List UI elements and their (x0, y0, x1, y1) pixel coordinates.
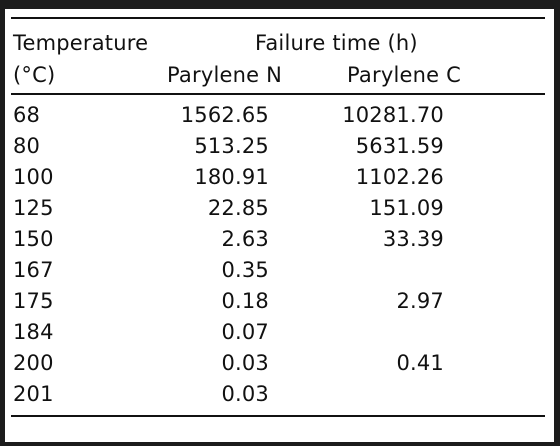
cell-parylene-c: 1102.26 (356, 167, 444, 188)
bottom-rule (11, 415, 545, 417)
cell-parylene-c: 5631.59 (356, 136, 444, 157)
cell-parylene-c: 151.09 (369, 198, 444, 219)
cell-temperature: 100 (13, 167, 54, 188)
cell-parylene-n: 0.03 (221, 353, 269, 374)
header-failure-time: Failure time (h) (255, 33, 418, 54)
cell-temperature: 167 (13, 260, 54, 281)
cell-parylene-c: 2.97 (396, 291, 444, 312)
table-row: 184 0.07 (5, 322, 554, 352)
cell-parylene-n: 0.18 (221, 291, 269, 312)
cell-parylene-c: 33.39 (383, 229, 444, 250)
table-row: 175 0.18 2.97 (5, 291, 554, 321)
cell-temperature: 201 (13, 384, 54, 405)
cell-parylene-n: 0.03 (221, 384, 269, 405)
table-row: 80 513.25 5631.59 (5, 136, 554, 166)
cell-parylene-n: 180.91 (194, 167, 269, 188)
header-rule (11, 93, 545, 95)
table-row: 201 0.03 (5, 384, 554, 414)
header-unit: (°C) (13, 65, 55, 86)
cell-parylene-n: 513.25 (194, 136, 269, 157)
cell-parylene-n: 0.07 (221, 322, 269, 343)
cell-parylene-c: 10281.70 (342, 105, 444, 126)
header-parylene-n: Parylene N (167, 65, 282, 86)
table-row: 200 0.03 0.41 (5, 353, 554, 383)
table-sheet: Temperature (°C) Failure time (h) Paryle… (5, 9, 554, 442)
table-row: 100 180.91 1102.26 (5, 167, 554, 197)
table-row: 125 22.85 151.09 (5, 198, 554, 228)
cell-parylene-n: 22.85 (208, 198, 269, 219)
header-parylene-c: Parylene C (347, 65, 461, 86)
cell-parylene-n: 2.63 (221, 229, 269, 250)
table-row: 68 1562.65 10281.70 (5, 105, 554, 135)
table-row: 167 0.35 (5, 260, 554, 290)
cell-parylene-c: 0.41 (396, 353, 444, 374)
cell-temperature: 125 (13, 198, 54, 219)
header-temperature: Temperature (13, 33, 148, 54)
cell-temperature: 150 (13, 229, 54, 250)
cell-parylene-n: 0.35 (221, 260, 269, 281)
table-row: 150 2.63 33.39 (5, 229, 554, 259)
cell-temperature: 68 (13, 105, 40, 126)
cell-temperature: 200 (13, 353, 54, 374)
cell-temperature: 184 (13, 322, 54, 343)
cell-temperature: 175 (13, 291, 54, 312)
cell-parylene-n: 1562.65 (181, 105, 269, 126)
top-rule (11, 17, 545, 19)
cell-temperature: 80 (13, 136, 40, 157)
